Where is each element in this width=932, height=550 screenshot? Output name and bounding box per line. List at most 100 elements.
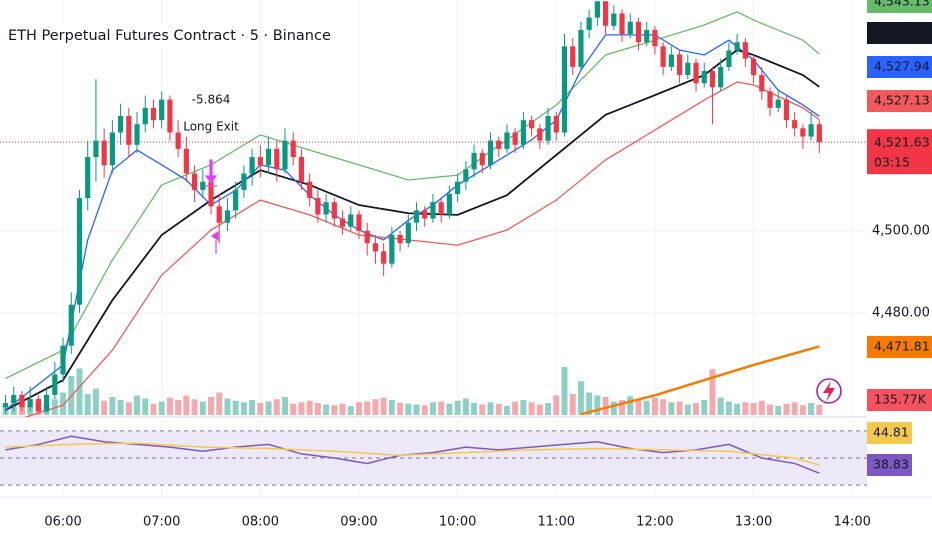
volume-bar	[92, 388, 99, 415]
volume-bar	[240, 402, 247, 415]
candle-body	[553, 116, 559, 133]
rsi-tag-label: 38.83	[873, 457, 909, 472]
candle-body	[512, 132, 518, 145]
candle-body	[142, 107, 148, 125]
x-tick-label: 14:00	[833, 515, 870, 530]
volume-bar	[487, 402, 494, 415]
volume-bar	[503, 406, 510, 415]
candle-body	[652, 29, 658, 47]
candle-body	[685, 62, 691, 76]
candle-body	[446, 193, 453, 215]
candle-body	[800, 128, 806, 137]
price-tag	[867, 129, 932, 175]
candle-body	[783, 99, 790, 121]
volume-bar	[388, 400, 395, 415]
volume-bar	[355, 402, 362, 415]
exit-marker	[204, 159, 218, 187]
volume-bar	[60, 392, 67, 415]
candle-body	[602, 1, 609, 26]
volume-bar	[660, 399, 667, 415]
volume-bar	[462, 398, 469, 415]
candle-body	[635, 21, 642, 43]
price-tag-label: 4,471.81	[874, 339, 930, 354]
chart-title: ETH Perpetual Futures Contract · 5 · Bin…	[8, 28, 331, 44]
volume-bar	[134, 395, 141, 415]
volume-bar	[175, 400, 182, 415]
candle-body	[816, 124, 822, 143]
candle-body	[159, 99, 165, 121]
volume-bar	[224, 398, 231, 415]
volume-bar	[183, 395, 190, 415]
x-tick-label: 13:00	[735, 515, 772, 530]
price-tag-label: 4,535.13	[874, 25, 930, 40]
annotations: -5.864 Long Exit	[183, 93, 239, 254]
price-tag	[867, 389, 932, 411]
candle-body	[200, 181, 206, 190]
candle-body	[529, 120, 535, 129]
candle-body	[126, 116, 132, 145]
candle-body	[101, 140, 107, 166]
volume-bar	[446, 403, 453, 415]
volume-bar	[249, 400, 256, 415]
rsi-tag	[867, 422, 912, 444]
volume-bar	[380, 397, 387, 415]
volume-bar	[471, 403, 478, 415]
candle-body	[561, 46, 568, 133]
candle-body	[660, 46, 666, 67]
title-background	[4, 24, 256, 48]
candle-body	[750, 58, 757, 76]
candle-body	[463, 169, 469, 182]
candle-body	[430, 202, 436, 219]
price-tag	[867, 56, 932, 78]
volume-bar	[208, 397, 215, 415]
candle-body	[627, 21, 633, 35]
candle-body	[422, 210, 428, 219]
volume-bar	[323, 404, 330, 415]
candle-body	[586, 17, 592, 30]
volume-bar	[684, 404, 691, 415]
candle-body	[455, 181, 461, 194]
candle-body	[109, 132, 115, 166]
candle-body	[76, 198, 83, 305]
candle-body	[183, 148, 189, 174]
volume-bar	[281, 397, 288, 415]
candle-body	[545, 116, 551, 141]
volume-bar	[783, 403, 790, 415]
rsi-pane	[0, 430, 867, 486]
rsi-tag-label: 44.81	[873, 425, 909, 440]
volume-bar	[610, 401, 617, 415]
volume-bar	[536, 404, 543, 415]
candle-body	[117, 116, 124, 133]
candle-body	[265, 148, 272, 166]
volume-bar	[125, 402, 132, 415]
candle-body	[471, 152, 477, 170]
x-tick-label: 09:00	[340, 515, 377, 530]
volume-bar	[397, 403, 404, 415]
volume-bar	[454, 400, 461, 415]
volume-bar	[594, 395, 601, 415]
volume-bar	[643, 400, 650, 415]
volume-bar	[586, 392, 593, 415]
volume-bar	[651, 397, 658, 415]
candle-body	[257, 157, 263, 166]
annotation: Long Exit	[183, 120, 239, 134]
candle-body	[413, 210, 420, 223]
candle-body	[405, 222, 411, 244]
volume-bar	[775, 406, 782, 415]
rsi-tag	[867, 454, 912, 476]
volume-bar	[429, 402, 436, 415]
volume-bar	[709, 369, 716, 415]
candle-body	[701, 70, 707, 84]
volume-bar	[635, 398, 642, 415]
candle-body	[290, 140, 296, 158]
candle-body	[693, 62, 699, 84]
candle-body	[726, 50, 732, 67]
candle-body	[323, 202, 329, 215]
candle-body	[307, 181, 313, 199]
volume-bar	[413, 404, 420, 415]
candle-body	[537, 128, 543, 141]
candle-body	[356, 214, 362, 231]
volume-bar	[331, 405, 338, 415]
candle-body	[85, 157, 91, 199]
